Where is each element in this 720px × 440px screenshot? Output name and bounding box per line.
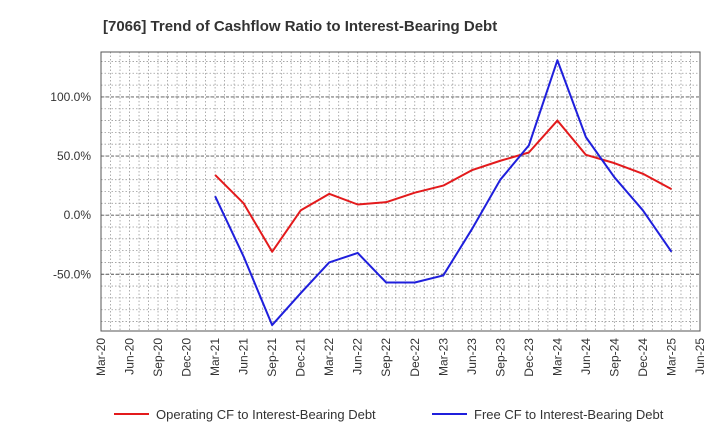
x-tick-label: Dec-23 bbox=[522, 338, 536, 377]
y-tick-label: 100.0% bbox=[50, 90, 91, 104]
x-tick-label: Jun-24 bbox=[579, 338, 593, 375]
x-tick-label: Jun-20 bbox=[123, 338, 137, 375]
chart-title: [7066] Trend of Cashflow Ratio to Intere… bbox=[103, 18, 497, 35]
x-tick-label: Jun-21 bbox=[237, 338, 251, 375]
y-axis-ticks: 100.0% 50.0% 0.0% -50.0% bbox=[50, 90, 91, 281]
y-tick-label: 0.0% bbox=[64, 208, 92, 222]
x-tick-label: Sep-24 bbox=[607, 338, 621, 377]
x-tick-label: Dec-21 bbox=[294, 338, 308, 377]
legend-label-operating-cf: Operating CF to Interest-Bearing Debt bbox=[156, 407, 376, 422]
x-tick-label: Jun-25 bbox=[693, 338, 707, 375]
x-axis-ticks: Mar-20 Jun-20 Sep-20 Dec-20 Mar-21 Jun-21 Sep-… bbox=[94, 338, 707, 377]
series-lines bbox=[214, 59, 673, 327]
x-tick-label: Sep-22 bbox=[379, 338, 393, 377]
grid bbox=[101, 52, 700, 331]
x-tick-label: Mar-20 bbox=[94, 338, 108, 376]
x-tick-label: Sep-20 bbox=[151, 338, 165, 377]
legend-label-free-cf: Free CF to Interest-Bearing Debt bbox=[474, 407, 664, 422]
x-tick-label: Jun-22 bbox=[351, 338, 365, 375]
x-tick-label: Mar-25 bbox=[664, 338, 678, 376]
y-tick-label: 50.0% bbox=[57, 149, 91, 163]
x-tick-label: Dec-22 bbox=[408, 338, 422, 377]
x-tick-label: Mar-22 bbox=[322, 338, 336, 376]
x-tick-label: Dec-24 bbox=[636, 338, 650, 377]
y-tick-label: -50.0% bbox=[53, 267, 91, 281]
x-tick-label: Dec-20 bbox=[180, 338, 194, 377]
plot-area bbox=[100, 51, 701, 332]
x-tick-label: Mar-24 bbox=[550, 338, 564, 376]
x-tick-label: Mar-21 bbox=[208, 338, 222, 376]
x-tick-label: Sep-21 bbox=[265, 338, 279, 377]
x-tick-label: Mar-23 bbox=[436, 338, 450, 376]
x-tick-label: Jun-23 bbox=[465, 338, 479, 375]
x-tick-label: Sep-23 bbox=[493, 338, 507, 377]
legend: Operating CF to Interest-Bearing Debt Fr… bbox=[114, 407, 664, 422]
